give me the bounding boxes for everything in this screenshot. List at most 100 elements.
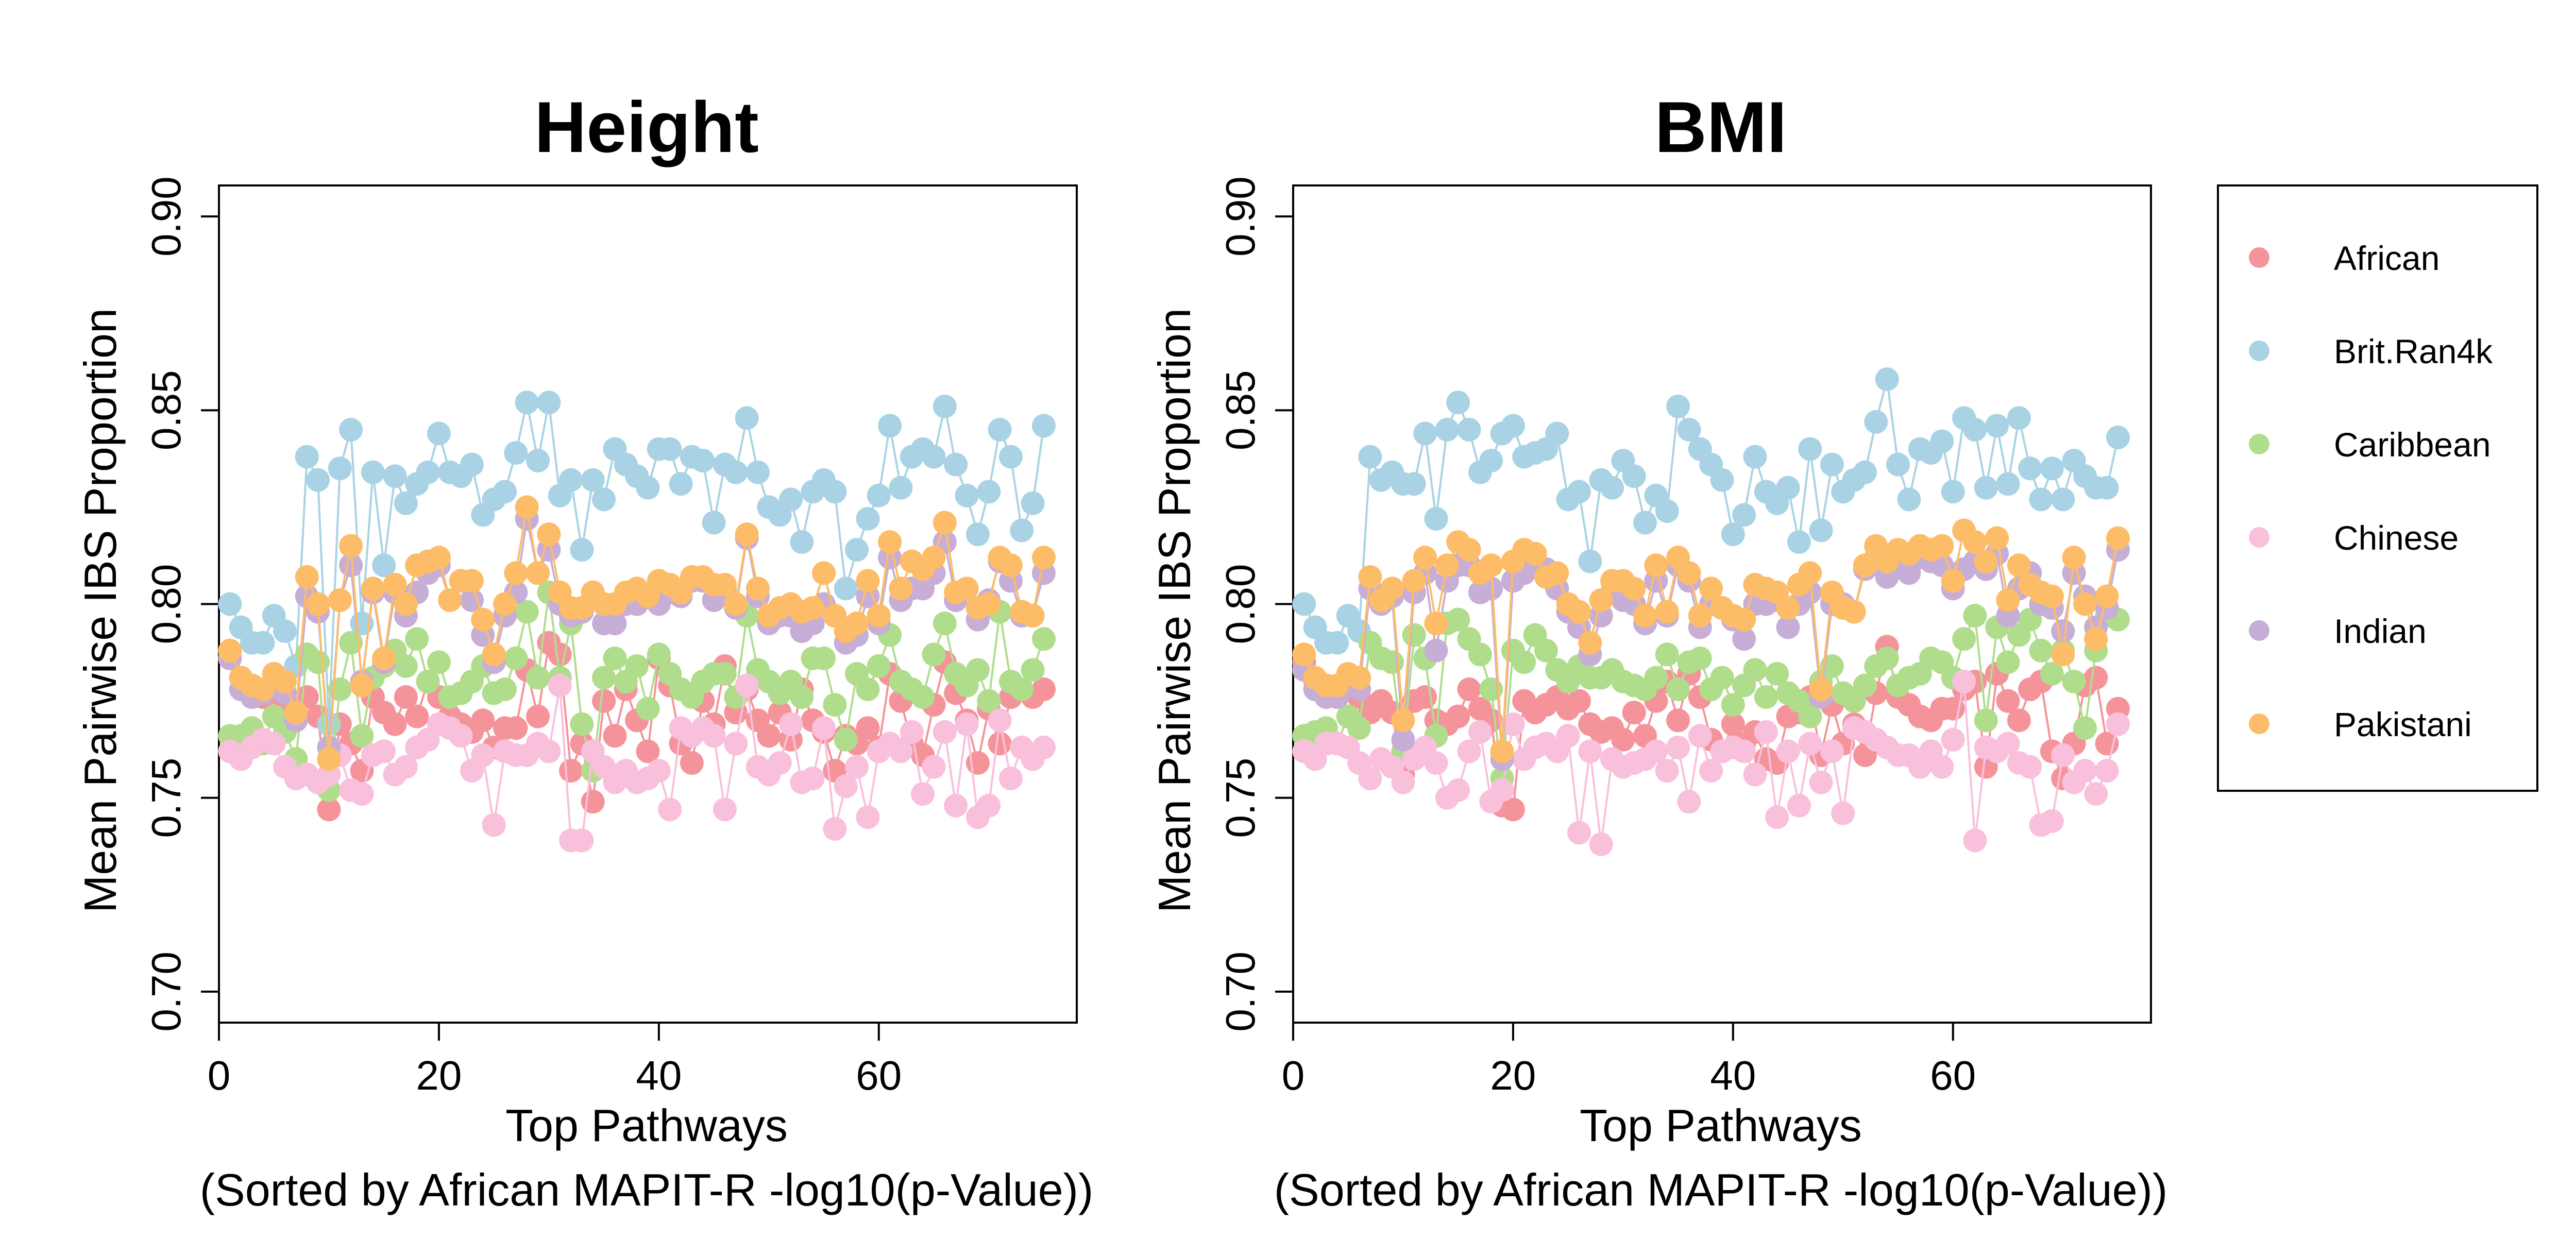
data-point [1754,720,1778,744]
data-point [1468,642,1492,667]
data-point [977,592,1001,616]
data-point [702,724,726,748]
data-point [2073,758,2097,783]
data-point [933,612,957,636]
data-point [1974,708,1998,733]
legend-marker [2249,714,2269,734]
x-axis-sublabel: (Sorted by African MAPIT-R -log10(p-Valu… [1274,1164,2168,1215]
x-tick-label: 60 [1930,1053,1976,1098]
data-point [1545,561,1569,585]
data-point [1776,476,1800,500]
data-point [1666,677,1690,702]
data-point [1710,468,1734,492]
data-point [350,782,374,806]
data-point [603,646,627,670]
series-pakistani [1292,518,2130,763]
data-point [526,704,550,728]
data-point [515,495,539,519]
data-point [317,797,341,822]
data-point [1699,576,1723,601]
data-point [1655,600,1679,624]
data-point [1820,452,1844,477]
data-point [1292,592,1316,616]
data-point [1721,693,1745,717]
data-point [2029,487,2053,512]
legend: African Brit.Ran4k Caribbean Chinese Indian P… [2217,184,2538,792]
data-point [394,685,418,709]
data-point [603,612,627,636]
data-point [1358,565,1382,589]
data-point [218,638,242,663]
data-point [856,506,880,531]
data-point [2051,487,2075,512]
data-point [1391,770,1415,794]
data-point [1446,704,1470,728]
data-point [526,666,550,690]
data-point [900,720,924,744]
series-pakistani [218,495,1056,771]
data-point [1523,541,1547,566]
data-point [559,468,583,492]
data-point [1031,627,1056,651]
series-chinese [218,673,1056,853]
legend-box [2217,184,2538,792]
data-point [658,797,682,822]
data-point [1402,569,1426,593]
data-point [1325,631,1349,655]
data-point [273,619,297,643]
data-point [284,701,308,725]
data-point [1721,712,1745,736]
data-point [856,716,880,740]
data-point [988,417,1012,442]
data-point [317,747,341,771]
data-point [713,572,737,597]
data-point [1941,727,1965,752]
data-point [823,693,847,717]
y-tick-label: 0.75 [143,758,189,838]
y-tick-label: 0.75 [1217,758,1263,838]
data-point [1413,421,1437,446]
data-point [394,592,418,616]
data-point [625,654,649,678]
y-axis-label: Mean Pairwise IBS Proportion [75,308,126,913]
data-point [471,743,495,767]
data-point [1974,476,1998,500]
data-point [460,588,484,612]
data-point [416,669,440,693]
data-point [1424,638,1448,663]
data-point [1424,506,1448,531]
data-point [1457,739,1481,763]
data-point [405,627,429,651]
data-point [372,739,396,763]
data-point [812,646,836,670]
data-point [724,460,748,484]
data-point [713,661,737,686]
data-point [1622,701,1646,725]
data-point [1567,821,1591,845]
x-tick-label: 0 [1282,1053,1305,1098]
data-point [1952,669,1976,693]
data-point [1743,445,1767,469]
data-point [2029,638,2053,663]
data-point [2106,426,2130,450]
data-point [1754,685,1778,709]
data-point [1010,677,1034,702]
data-point [1787,793,1811,818]
data-point [922,546,946,570]
data-point [471,607,495,632]
data-point [1490,778,1514,802]
data-point [1776,596,1800,620]
legend-label: Brit.Ran4k [2334,332,2493,370]
data-point [977,689,1001,713]
data-point [867,483,891,507]
legend-label: African [2334,239,2439,277]
data-point [2106,526,2130,550]
data-point [1512,650,1536,674]
data-point [328,588,352,612]
data-point [405,704,429,728]
data-point [1963,417,1987,442]
data-point [339,534,363,558]
data-point [889,476,913,500]
data-point [636,697,660,721]
data-point [504,646,528,670]
